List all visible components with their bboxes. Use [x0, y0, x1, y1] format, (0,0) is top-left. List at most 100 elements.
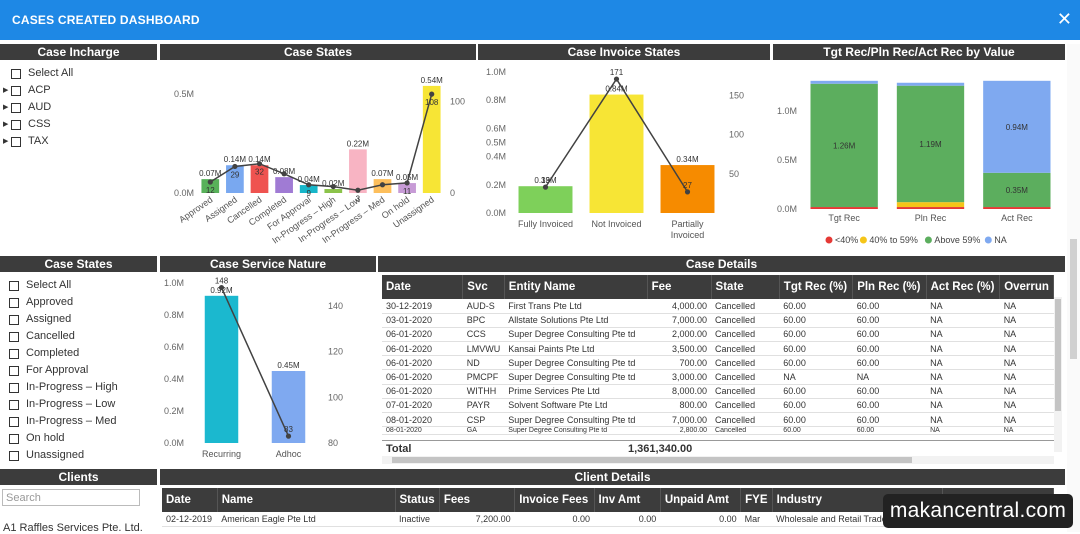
- clients-search-input[interactable]: Search: [2, 489, 140, 506]
- checkbox[interactable]: [9, 348, 19, 359]
- state-item-label: Unassigned: [26, 449, 85, 461]
- checkbox[interactable]: [11, 119, 21, 130]
- stack-segment: [983, 207, 1051, 209]
- state-item[interactable]: Completed: [9, 345, 159, 362]
- case-table-row[interactable]: 06-01-2020 LMVWU Kansai Paints Pte Ltd 3,50…: [382, 341, 1054, 357]
- state-item[interactable]: Unassigned: [9, 447, 159, 464]
- data-label: 0.94M: [1006, 123, 1029, 132]
- state-item[interactable]: Assigned: [9, 311, 159, 328]
- case-column-header[interactable]: Svc: [462, 275, 505, 299]
- checkbox[interactable]: [9, 365, 19, 376]
- client-column-header[interactable]: Date: [162, 488, 218, 512]
- checkbox[interactable]: [9, 399, 19, 410]
- case-table-cell: 06-01-2020: [382, 341, 463, 357]
- checkbox[interactable]: [9, 450, 19, 461]
- case-table-row[interactable]: 06-01-2020 PMCPF Super Degree Consulting P…: [382, 369, 1054, 385]
- checkbox[interactable]: [9, 416, 19, 427]
- expand-icon[interactable]: ▶: [3, 121, 9, 128]
- page-vscroll[interactable]: [1067, 44, 1080, 532]
- case-table-row[interactable]: 08-01-2020 CSP Super Degree Consulting Pte…: [382, 412, 1054, 428]
- incharge-item[interactable]: ▶ ACP: [3, 82, 153, 99]
- incharge-item[interactable]: ▶ AUD: [3, 99, 153, 116]
- client-column-header[interactable]: Status: [395, 488, 440, 512]
- client-details-header: Client Details: [160, 469, 1065, 485]
- client-list-item[interactable]: A1 Raffles Services Pte. Ltd.: [3, 522, 143, 534]
- y2-tick-label: 100: [450, 96, 465, 106]
- line-point: [542, 184, 549, 190]
- checkbox[interactable]: [9, 382, 19, 393]
- state-item[interactable]: On hold: [9, 430, 159, 447]
- case-table-cell: NA: [999, 384, 1054, 399]
- case-column-header[interactable]: Fee: [647, 275, 712, 299]
- case-table-cell: 60.00: [779, 313, 853, 328]
- client-column-header[interactable]: Invoice Fees: [514, 488, 595, 512]
- case-table-cell: Super Degree Consulting Pte td: [504, 369, 648, 385]
- case-invoice-states-header: Case Invoice States: [478, 44, 770, 60]
- state-item[interactable]: Cancelled: [9, 328, 159, 345]
- case-column-header[interactable]: Act Rec (%): [926, 275, 1001, 299]
- case-table-cell: NA: [926, 426, 1000, 436]
- case-column-header[interactable]: Date: [382, 275, 464, 299]
- state-item[interactable]: In-Progress – Low: [9, 396, 159, 413]
- case-details-vscroll-thumb[interactable]: [1055, 299, 1061, 411]
- case-table-row[interactable]: 03-01-2020 BPC Allstate Solutions Pte Ltd 7…: [382, 313, 1054, 328]
- client-column-header[interactable]: Fees: [439, 488, 516, 512]
- case-column-header[interactable]: Overrun: [999, 275, 1054, 299]
- close-icon[interactable]: ✕: [1056, 9, 1072, 29]
- page-vscroll-thumb[interactable]: [1070, 239, 1077, 359]
- case-column-header[interactable]: State: [711, 275, 780, 299]
- case-table-row[interactable]: 08-01-2020 GA Super Degree Consulting Pte …: [382, 426, 1054, 436]
- case-column-header[interactable]: Tgt Rec (%): [779, 275, 854, 299]
- client-column-header[interactable]: Inv Amt: [594, 488, 661, 512]
- checkbox[interactable]: [9, 331, 19, 342]
- line-point: [207, 179, 213, 185]
- case-table-cell: 60.00: [852, 398, 927, 414]
- client-column-header[interactable]: Name: [217, 488, 396, 512]
- case-table-row[interactable]: 30-12-2019 AUD-S First Trans Pte Ltd 4,000.…: [382, 299, 1054, 314]
- legend-marker: [984, 236, 992, 244]
- client-column-header[interactable]: Unpaid Amt: [660, 488, 742, 512]
- x-tick-label: Tgt Rec: [828, 213, 860, 223]
- case-column-header[interactable]: Pln Rec (%): [852, 275, 927, 299]
- case-table-row[interactable]: 06-01-2020 WITHH Prime Services Pte Ltd 8,0…: [382, 384, 1054, 399]
- line-point: [684, 189, 691, 195]
- stack-segment: [810, 207, 878, 209]
- client-column-header[interactable]: FYE: [740, 488, 773, 512]
- case-table-cell: 700.00: [647, 355, 712, 371]
- incharge-item[interactable]: ▶ TAX: [3, 133, 153, 150]
- state-item[interactable]: Approved: [9, 294, 159, 311]
- case-table-cell: NA: [999, 341, 1054, 357]
- data-label: 1.19M: [919, 140, 942, 149]
- case-table-cell: Cancelled: [711, 369, 780, 385]
- checkbox[interactable]: [11, 68, 21, 79]
- state-item[interactable]: Select All: [9, 277, 159, 294]
- case-details-vscroll[interactable]: [1054, 297, 1062, 452]
- incharge-item[interactable]: ▶ CSS: [3, 116, 153, 133]
- checkbox[interactable]: [9, 280, 19, 291]
- case-table-cell: Super Degree Consulting Pte td: [504, 426, 648, 436]
- checkbox[interactable]: [11, 102, 21, 113]
- checkbox[interactable]: [11, 136, 21, 147]
- checkbox[interactable]: [9, 297, 19, 308]
- incharge-item[interactable]: Select All: [3, 65, 153, 82]
- checkbox[interactable]: [11, 85, 21, 96]
- case-table-cell: 08-01-2020: [382, 412, 463, 428]
- case-table-row[interactable]: 06-01-2020 ND Super Degree Consulting Pte …: [382, 355, 1054, 371]
- checkbox[interactable]: [9, 433, 19, 444]
- case-table-cell: CSP: [462, 412, 505, 428]
- state-item[interactable]: In-Progress – High: [9, 379, 159, 396]
- stack-segment: [810, 83, 878, 208]
- state-item[interactable]: In-Progress – Med: [9, 413, 159, 430]
- case-details-hscroll-thumb[interactable]: [392, 457, 912, 463]
- case-table-row[interactable]: 07-01-2020 PAYR Solvent Software Pte Ltd 80…: [382, 398, 1054, 414]
- expand-icon[interactable]: ▶: [3, 104, 9, 111]
- expand-icon[interactable]: ▶: [3, 87, 9, 94]
- case-details-hscroll[interactable]: [382, 456, 1054, 464]
- state-item[interactable]: For Approval: [9, 362, 159, 379]
- state-item-label: Select All: [26, 279, 72, 291]
- case-table-row[interactable]: 06-01-2020 CCS Super Degree Consulting Pte…: [382, 327, 1054, 343]
- case-table-cell: 60.00: [852, 299, 927, 314]
- checkbox[interactable]: [9, 314, 19, 325]
- expand-icon[interactable]: ▶: [3, 138, 9, 145]
- case-column-header[interactable]: Entity Name: [504, 275, 648, 299]
